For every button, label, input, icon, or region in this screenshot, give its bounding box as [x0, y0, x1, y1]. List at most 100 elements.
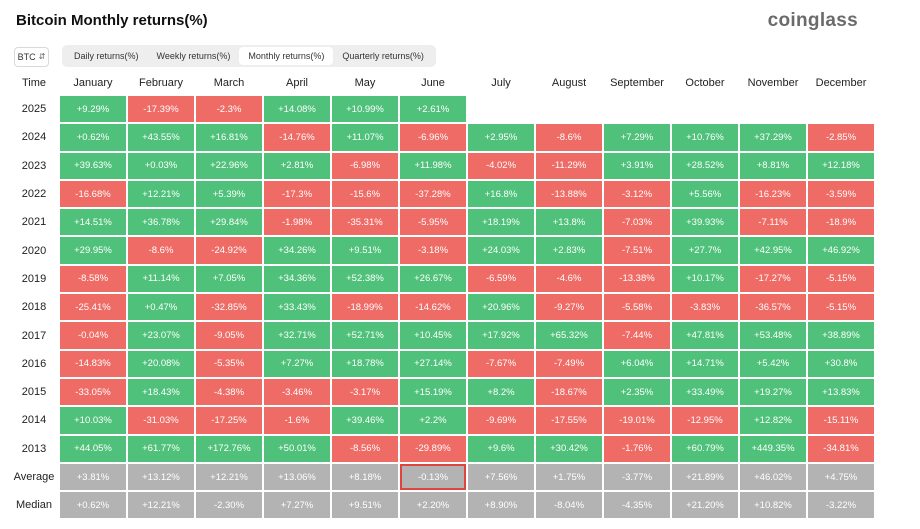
- return-cell: +7.29%: [604, 124, 670, 151]
- year-row: 2014 +10.03% -31.03% -17.25% -1.6% +39.46% +2.…: [10, 407, 874, 434]
- return-cell: -31.03%: [128, 407, 194, 434]
- return-cell: -5.95%: [400, 209, 466, 236]
- tab-quarterly-returns[interactable]: Quarterly returns(%): [342, 51, 424, 61]
- return-cell: -2.3%: [196, 96, 262, 123]
- return-cell: -3.12%: [604, 180, 670, 208]
- return-cell: +21.89%: [672, 463, 738, 491]
- return-cell: -35.31%: [332, 209, 398, 236]
- return-cell: +60.79%: [672, 435, 738, 462]
- return-cell: -6.59%: [468, 265, 534, 293]
- return-cell: -14.83%: [60, 350, 126, 377]
- return-cell: +11.98%: [400, 152, 466, 179]
- return-cell: +13.06%: [264, 463, 330, 491]
- year-label: 2022: [21, 188, 47, 201]
- return-cell: +20.96%: [468, 294, 534, 321]
- year-row: 2023 +39.63% +0.03% +22.96% +2.81% -6.98% +11.…: [10, 152, 874, 179]
- return-cell: +22.96%: [196, 152, 262, 179]
- return-cell: -12.95%: [672, 407, 738, 434]
- return-cell: -9.69%: [468, 407, 534, 434]
- return-cell: +2.35%: [604, 378, 670, 406]
- return-cell: +12.82%: [740, 407, 806, 434]
- return-cell: +2.83%: [536, 237, 602, 264]
- return-cell: -18.9%: [808, 209, 874, 236]
- column-header-month: November: [747, 77, 799, 89]
- return-cell: +11.14%: [128, 265, 194, 293]
- return-cell: -16.23%: [740, 180, 806, 208]
- column-header-month: May: [354, 77, 376, 89]
- return-cell: -4.35%: [604, 492, 670, 519]
- return-cell: -17.25%: [196, 407, 262, 434]
- return-cell: +2.20%: [400, 492, 466, 519]
- summary-row: Median +0.62% +12.21% -2.30% +7.27% +9.51% +2.…: [10, 492, 874, 519]
- return-cell: +29.84%: [196, 209, 262, 236]
- return-cell: -3.46%: [264, 378, 330, 406]
- return-cell: [536, 96, 602, 122]
- return-cell: +28.52%: [672, 152, 738, 179]
- return-cell: +0.47%: [128, 294, 194, 321]
- return-cell: [740, 96, 806, 122]
- return-cell: -7.03%: [604, 209, 670, 236]
- return-cell: +27.7%: [672, 237, 738, 264]
- year-row: 2018 -25.41% +0.47% -32.85% +33.43% -18.99% -1…: [10, 294, 874, 321]
- year-label: 2025: [21, 103, 47, 116]
- return-cell: +19.27%: [740, 378, 806, 406]
- return-cell: +7.05%: [196, 265, 262, 293]
- return-cell: -13.38%: [604, 265, 670, 293]
- return-cell: +2.95%: [468, 124, 534, 151]
- return-cell: -7.11%: [740, 209, 806, 236]
- return-cell: +14.08%: [264, 96, 330, 123]
- return-cell: +18.19%: [468, 209, 534, 236]
- return-cell: +33.43%: [264, 294, 330, 321]
- year-row: 2019 -8.58% +11.14% +7.05% +34.36% +52.38% +26…: [10, 265, 874, 293]
- return-cell: +8.2%: [468, 378, 534, 406]
- return-cell: +6.04%: [604, 350, 670, 377]
- return-cell: [808, 96, 874, 122]
- return-cell: -7.67%: [468, 350, 534, 377]
- column-header-month: December: [815, 77, 867, 89]
- return-cell: -25.41%: [60, 294, 126, 321]
- return-cell: -2.30%: [196, 492, 262, 519]
- tab-weekly-returns[interactable]: Weekly returns(%): [156, 51, 231, 61]
- return-cell: -4.38%: [196, 378, 262, 406]
- coin-select[interactable]: BTC ⇵: [14, 47, 49, 67]
- return-cell: +7.56%: [468, 463, 534, 491]
- return-cell: -34.81%: [808, 435, 874, 462]
- return-cell: -32.85%: [196, 294, 262, 321]
- year-label: 2017: [21, 329, 47, 342]
- return-cell: -6.98%: [332, 152, 398, 179]
- year-label: 2018: [21, 301, 47, 314]
- return-cell: -17.27%: [740, 265, 806, 293]
- return-cell: +7.27%: [264, 492, 330, 519]
- return-cell: -3.22%: [808, 492, 874, 519]
- year-label: 2024: [21, 131, 47, 144]
- return-cell: +0.03%: [128, 152, 194, 179]
- monthly-returns-table: Time January February March April May Ju…: [8, 70, 876, 520]
- tab-monthly-returns[interactable]: Monthly returns(%): [239, 47, 334, 65]
- return-cell: +9.6%: [468, 435, 534, 462]
- return-cell: -24.92%: [196, 237, 262, 264]
- return-cell: -15.11%: [808, 407, 874, 434]
- return-cell: -6.96%: [400, 124, 466, 151]
- return-cell: +0.62%: [60, 124, 126, 151]
- return-cell: +172.76%: [196, 435, 262, 462]
- year-label: 2015: [21, 386, 47, 399]
- return-cell: +0.62%: [60, 492, 126, 519]
- return-cell: +12.18%: [808, 152, 874, 179]
- return-cell: +16.81%: [196, 124, 262, 151]
- return-cell: -9.05%: [196, 322, 262, 349]
- return-cell: +14.51%: [60, 209, 126, 236]
- return-cell: +2.2%: [400, 407, 466, 434]
- column-header-month: June: [421, 77, 445, 89]
- tab-daily-returns[interactable]: Daily returns(%): [74, 51, 139, 61]
- return-cell: -8.56%: [332, 435, 398, 462]
- return-cell: +16.8%: [468, 180, 534, 208]
- return-cell: -1.76%: [604, 435, 670, 462]
- year-label: 2014: [21, 414, 47, 427]
- return-cell: [468, 96, 534, 122]
- return-cell: +10.17%: [672, 265, 738, 293]
- page-title: Bitcoin Monthly returns(%): [16, 12, 208, 29]
- return-cell: -13.88%: [536, 180, 602, 208]
- return-cell: -14.62%: [400, 294, 466, 321]
- return-cell: -3.59%: [808, 180, 874, 208]
- return-cell: +5.42%: [740, 350, 806, 377]
